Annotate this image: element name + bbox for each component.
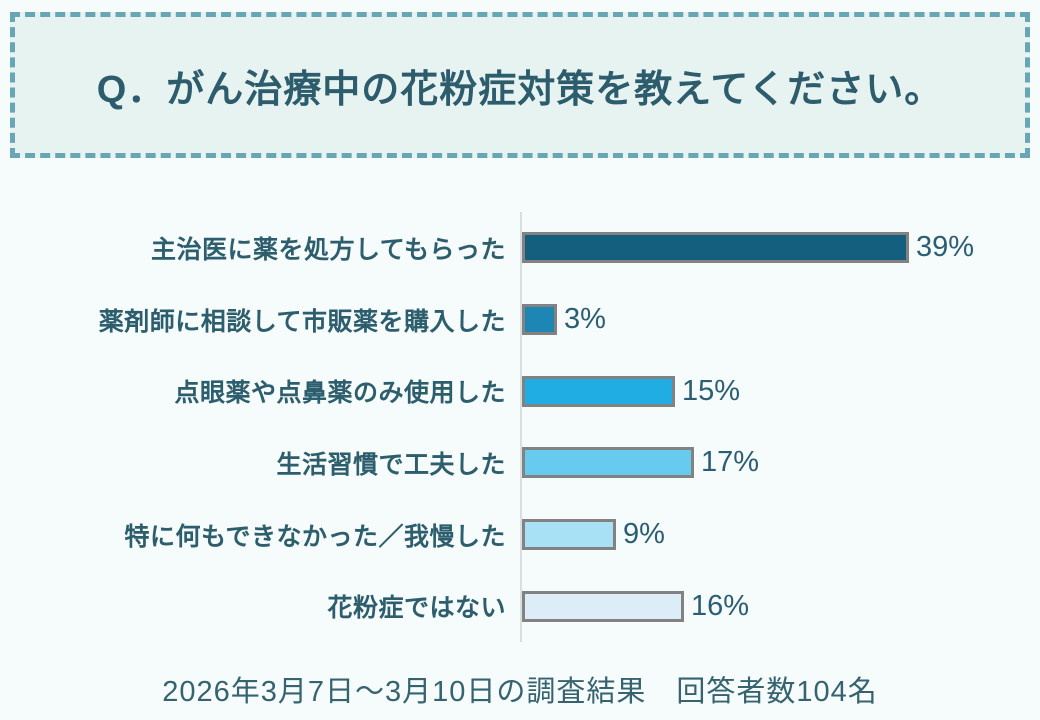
bar-row: 特に何もできなかった／我慢した 9% [0, 499, 1040, 571]
bar-label: 特に何もできなかった／我慢した [124, 522, 506, 551]
bar [522, 447, 694, 479]
bar [522, 590, 684, 622]
bar-row: 点眼薬や点鼻薬のみ使用した 15% [0, 355, 1040, 427]
bar [522, 232, 909, 264]
bar-value: 9% [623, 518, 665, 551]
axis-baseline [520, 212, 522, 642]
bar-label: 薬剤師に相談して市販薬を購入した [98, 307, 506, 336]
question-title: Q．がん治療中の花粉症対策を教えてください。 [96, 68, 944, 111]
bar-value: 39% [916, 231, 975, 264]
bar-chart: 主治医に薬を処方してもらった 39% 薬剤師に相談して市販薬を購入した 3% 点… [0, 212, 1040, 642]
bar-label: 花粉症ではない [327, 594, 506, 623]
bar-row: 主治医に薬を処方してもらった 39% [0, 212, 1040, 284]
bar-label: 点眼薬や点鼻薬のみ使用した [174, 379, 506, 408]
bar-row: 花粉症ではない 16% [0, 570, 1040, 642]
bar-row: 薬剤師に相談して市販薬を購入した 3% [0, 284, 1040, 356]
bar [522, 304, 557, 335]
question-header: Q．がん治療中の花粉症対策を教えてください。 [10, 12, 1030, 158]
bar-row: 生活習慣で工夫した 17% [0, 427, 1040, 499]
bar-rows: 主治医に薬を処方してもらった 39% 薬剤師に相談して市販薬を購入した 3% 点… [0, 212, 1040, 642]
bar-label: 生活習慣で工夫した [276, 450, 506, 479]
bar [522, 375, 675, 407]
bar [522, 519, 616, 551]
bar-value: 3% [564, 303, 606, 335]
bar-value: 17% [701, 446, 760, 479]
survey-footnote: 2026年3月7日～3月10日の調査結果 回答者数104名 [162, 676, 878, 708]
bar-value: 16% [691, 589, 750, 622]
bar-value: 15% [682, 374, 741, 407]
bar-label: 主治医に薬を処方してもらった [150, 235, 506, 264]
